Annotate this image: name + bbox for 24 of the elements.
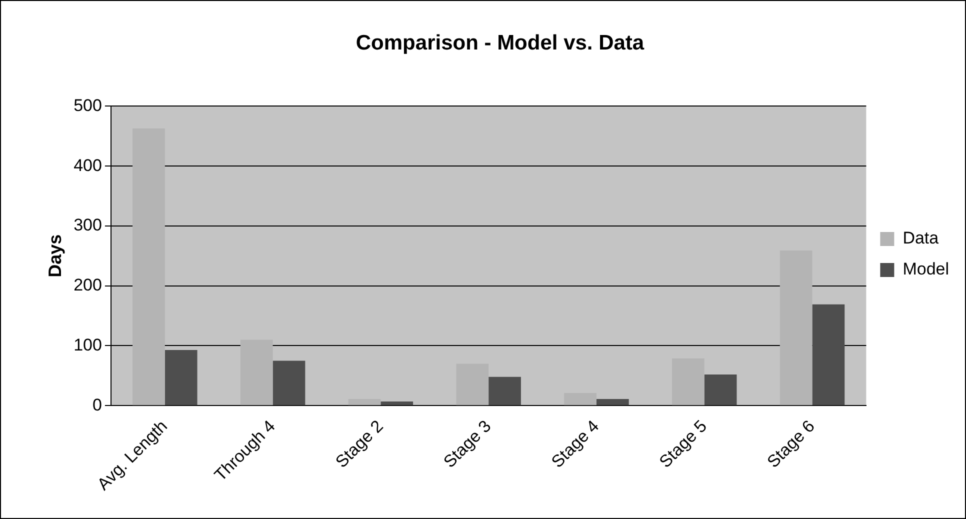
bar xyxy=(272,360,306,406)
legend-label: Model xyxy=(902,260,950,279)
y-tick-label: 300 xyxy=(74,216,102,235)
bar xyxy=(240,340,273,406)
y-tick-label: 400 xyxy=(74,156,102,175)
y-tick-label: 0 xyxy=(92,395,102,414)
bar xyxy=(672,358,704,406)
bar xyxy=(780,250,812,406)
bar xyxy=(596,399,629,406)
bar xyxy=(704,374,737,406)
y-tick-label: 100 xyxy=(74,335,102,354)
y-tick-label: 500 xyxy=(74,96,102,115)
bar xyxy=(132,128,165,406)
bar xyxy=(348,399,381,406)
bar xyxy=(164,350,198,406)
y-tick-label: 200 xyxy=(74,276,102,295)
legend-label: Data xyxy=(902,228,940,248)
bar xyxy=(488,376,521,406)
bar xyxy=(564,393,596,406)
y-axis-title: Days xyxy=(44,234,65,278)
bar xyxy=(380,401,414,406)
bar xyxy=(812,304,845,406)
bar xyxy=(456,364,489,406)
chart-title: Comparison - Model vs. Data xyxy=(356,31,644,54)
